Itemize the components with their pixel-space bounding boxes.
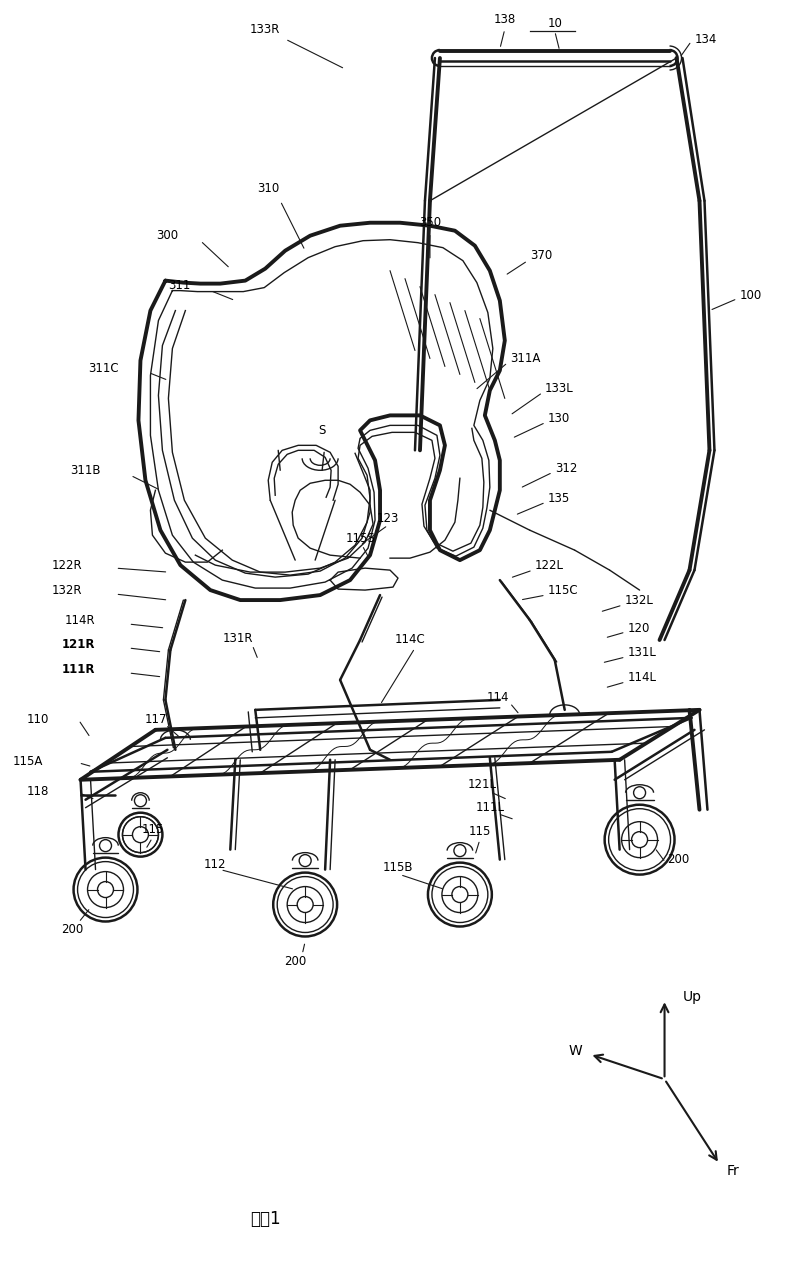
Text: 111L: 111L [475, 801, 504, 814]
Text: 115S: 115S [345, 532, 375, 545]
Text: 110: 110 [26, 713, 49, 726]
Text: 135: 135 [548, 491, 570, 505]
Text: 122R: 122R [52, 559, 82, 572]
Text: 114L: 114L [628, 671, 657, 684]
Text: 130: 130 [548, 412, 570, 425]
Text: 121L: 121L [467, 778, 496, 791]
Text: 311C: 311C [88, 362, 118, 375]
Text: 100: 100 [739, 290, 762, 302]
Text: 115: 115 [469, 826, 491, 838]
Text: 114R: 114R [65, 614, 95, 627]
Text: 132R: 132R [52, 583, 82, 597]
Text: 115: 115 [142, 823, 164, 836]
Text: 122L: 122L [534, 559, 564, 572]
Text: 370: 370 [530, 249, 552, 262]
Text: 114: 114 [486, 692, 509, 704]
Text: Up: Up [682, 990, 702, 1004]
Text: 310: 310 [257, 182, 279, 195]
Text: S: S [318, 424, 326, 436]
Text: 133L: 133L [545, 382, 574, 396]
Text: 123: 123 [377, 512, 399, 524]
Text: 133R: 133R [250, 23, 281, 36]
Text: W: W [569, 1044, 582, 1058]
Text: 115C: 115C [548, 583, 578, 597]
Text: 118: 118 [26, 785, 49, 799]
Text: 311A: 311A [510, 352, 540, 365]
Text: Fr: Fr [726, 1164, 739, 1178]
Text: 311B: 311B [70, 463, 101, 477]
Text: 117: 117 [144, 713, 166, 726]
Text: 138: 138 [494, 13, 516, 26]
Text: 312: 312 [554, 462, 577, 475]
Text: 200: 200 [284, 954, 306, 968]
Text: 300: 300 [156, 230, 178, 242]
Text: 111R: 111R [62, 664, 95, 676]
Text: 131R: 131R [223, 632, 254, 644]
Text: 121R: 121R [62, 638, 95, 652]
Text: 200: 200 [667, 854, 690, 866]
Text: 図　1: 図 1 [250, 1210, 281, 1228]
Text: 131L: 131L [628, 647, 657, 660]
Text: 115B: 115B [382, 861, 414, 874]
Text: 112: 112 [204, 857, 226, 872]
Text: 350: 350 [419, 216, 441, 230]
Text: 114C: 114C [394, 633, 426, 647]
Text: 120: 120 [628, 621, 650, 634]
Text: 134: 134 [694, 33, 717, 46]
Text: 200: 200 [62, 923, 84, 937]
Text: 115A: 115A [12, 755, 42, 768]
Text: 132L: 132L [625, 593, 654, 606]
Text: 10: 10 [547, 17, 562, 29]
Text: 311: 311 [168, 279, 190, 292]
